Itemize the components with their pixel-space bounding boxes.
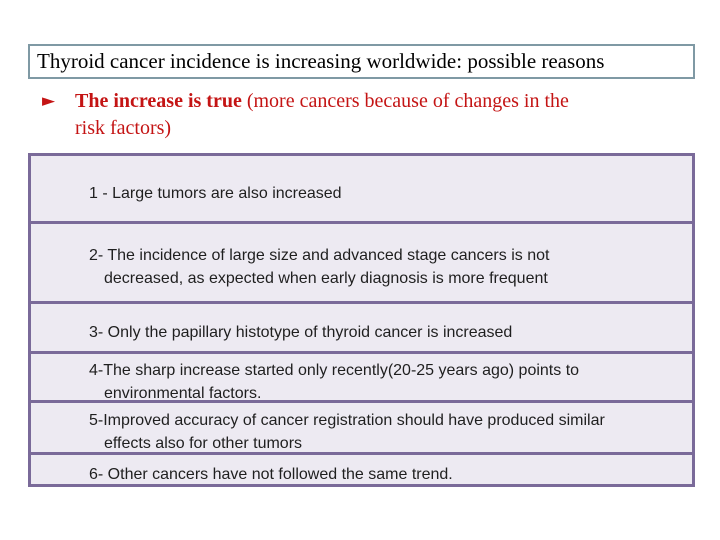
bullet-line: ► The increase is true (more cancers bec…	[42, 88, 682, 142]
bullet-lead-bold: The increase is true	[75, 90, 242, 112]
reason-row: 4-The sharp increase started only recent…	[31, 351, 692, 400]
title-box: Thyroid cancer incidence is increasing w…	[28, 44, 695, 79]
reason-row: 1 - Large tumors are also increased	[31, 156, 692, 221]
reason-text: 6- Other cancers have not followed the s…	[89, 465, 453, 483]
reasons-table: 1 - Large tumors are also increased 2- Th…	[28, 153, 695, 487]
reason-text: 2- The incidence of large size and advan…	[89, 247, 550, 287]
reason-row: 3- Only the papillary histotype of thyro…	[31, 301, 692, 351]
triangle-bullet-icon: ►	[42, 91, 56, 111]
page-title: Thyroid cancer incidence is increasing w…	[37, 49, 605, 73]
reason-text: 3- Only the papillary histotype of thyro…	[89, 323, 513, 341]
bullet-rest: (more cancers because of changes in the	[241, 90, 569, 112]
reason-text: 5-Improved accuracy of cancer registrati…	[89, 412, 605, 452]
reason-text: 4-The sharp increase started only recent…	[89, 361, 580, 401]
reason-row: 6- Other cancers have not followed the s…	[31, 452, 692, 484]
reason-text: 1 - Large tumors are also increased	[89, 184, 342, 202]
bullet-line2: risk factors)	[75, 117, 172, 139]
reason-row: 2- The incidence of large size and advan…	[31, 221, 692, 301]
reason-row: 5-Improved accuracy of cancer registrati…	[31, 400, 692, 452]
bullet-text: The increase is true (more cancers becau…	[75, 88, 569, 142]
